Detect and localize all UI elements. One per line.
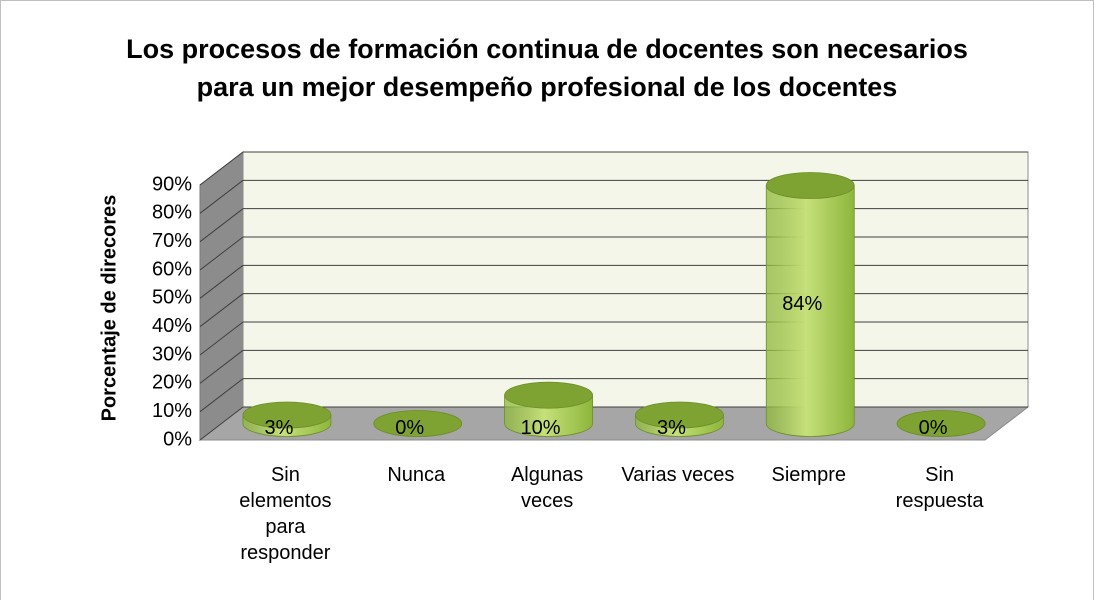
cylinder [504, 381, 593, 437]
x-tick-label: Algunas veces [510, 464, 584, 512]
data-label: 3% [657, 417, 686, 439]
grid-line [199, 406, 244, 441]
cylinder-body [765, 185, 855, 437]
y-tick-label: 50% [152, 287, 192, 309]
x-tick-label: Nunca [387, 464, 446, 486]
cylinder [765, 172, 855, 437]
cylinder [242, 401, 332, 437]
y-tick-label: 70% [152, 230, 192, 252]
x-tick-label: Sin elementos para responder [239, 464, 332, 564]
cylinder-top [765, 172, 855, 199]
grid-line [199, 151, 244, 186]
cylinder-top [504, 381, 593, 409]
x-tick-label: Varias veces [621, 464, 735, 486]
y-tick-label: 90% [152, 173, 192, 195]
cylinder [896, 410, 986, 437]
y-tick-label: 0% [163, 428, 192, 450]
grid-line [199, 236, 244, 271]
grid-line [199, 321, 244, 356]
y-axis-title: Porcentaje de direcores [98, 195, 120, 422]
data-label: 84% [782, 293, 822, 315]
grid-line [199, 264, 244, 299]
y-tick-label: 10% [152, 400, 192, 422]
cylinder-top [896, 410, 986, 437]
grid-line [199, 349, 244, 384]
grid-line [199, 208, 244, 243]
data-label: 10% [521, 417, 561, 439]
y-tick-label: 40% [152, 315, 192, 337]
data-label: 0% [919, 417, 948, 439]
cylinder-top [635, 401, 724, 429]
grid-line [199, 293, 244, 328]
cylinder-top [373, 410, 463, 437]
y-tick-label: 60% [152, 258, 192, 280]
x-tick-label: Siempre [771, 464, 846, 486]
y-tick-label: 20% [152, 372, 192, 394]
chart-title: Los procesos de formación continua de do… [126, 34, 968, 102]
side-wall [199, 150, 244, 442]
data-label: 3% [264, 417, 293, 439]
y-tick-label: 30% [152, 343, 192, 365]
cylinder-top [242, 401, 332, 429]
y-tick-label: 80% [152, 202, 192, 224]
grid-line [199, 179, 244, 214]
cylinder [635, 401, 724, 437]
cylinder [373, 410, 463, 437]
data-label: 0% [395, 417, 424, 439]
back-wall [242, 151, 1029, 408]
grid-line [199, 378, 244, 413]
x-tick-label: Sin respuesta [895, 464, 984, 512]
